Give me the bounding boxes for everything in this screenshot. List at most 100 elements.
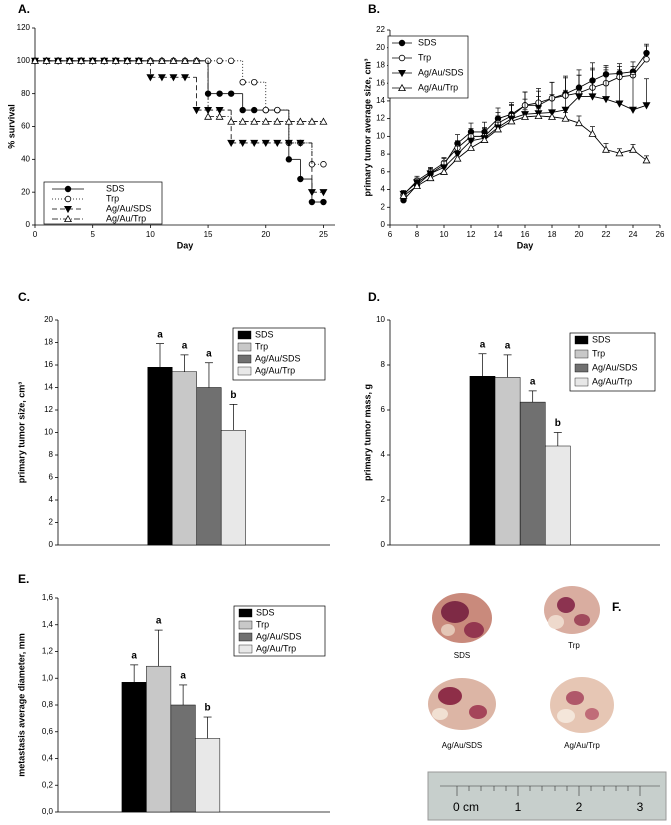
- legend-swatch: [238, 608, 253, 618]
- panel-label: E.: [18, 572, 29, 586]
- y-tick-label: 10: [376, 131, 385, 140]
- y-tick-label: 14: [44, 383, 53, 392]
- y-tick-label: 8: [49, 450, 54, 459]
- marker: [602, 96, 610, 104]
- marker: [575, 118, 583, 127]
- x-tick-label: 10: [146, 230, 155, 239]
- x-tick-label: 22: [602, 230, 611, 239]
- legend-swatch: [574, 377, 589, 387]
- legend-swatch: [238, 632, 253, 642]
- legend-marker: [64, 185, 72, 193]
- legend-marker: [398, 39, 406, 47]
- marker: [251, 78, 258, 86]
- specimen-caption: Ag/Au/SDS: [442, 741, 482, 750]
- marker: [296, 139, 305, 148]
- marker: [251, 106, 258, 114]
- marker: [146, 74, 155, 82]
- marker: [629, 145, 637, 153]
- y-tick-label: 100: [17, 56, 31, 65]
- bar: [494, 377, 521, 546]
- legend-swatch: [238, 620, 253, 630]
- y-tick-label: 14: [376, 96, 385, 105]
- marker: [548, 112, 556, 120]
- ruler-label: 0 cm: [453, 800, 479, 814]
- legend-label: SDS: [592, 334, 611, 344]
- marker: [181, 74, 189, 82]
- specimen: [544, 586, 600, 634]
- marker: [181, 56, 189, 64]
- specimen: [432, 593, 492, 643]
- marker: [238, 117, 247, 125]
- marker: [494, 125, 502, 133]
- legend-label: SDS: [256, 607, 275, 617]
- marker: [642, 156, 651, 164]
- marker: [285, 156, 293, 163]
- marker: [157, 74, 166, 82]
- marker: [297, 175, 304, 183]
- legend-swatch: [237, 342, 252, 352]
- legend-marker: [64, 205, 72, 214]
- y-tick-label: 120: [17, 23, 31, 32]
- specimen: [428, 678, 496, 730]
- bar: [220, 430, 246, 546]
- y-axis-label: primary tumor size, cm³: [16, 382, 26, 484]
- marker: [273, 139, 282, 148]
- y-tick-label: 20: [376, 43, 385, 52]
- marker: [588, 129, 597, 137]
- marker: [296, 117, 305, 125]
- marker: [31, 56, 39, 64]
- marker: [319, 189, 328, 197]
- specimen: [550, 677, 614, 733]
- bar: [195, 738, 221, 813]
- legend-marker: [64, 195, 72, 203]
- marker: [192, 107, 201, 115]
- x-tick-label: 24: [629, 230, 638, 239]
- legend-label: Ag/Au/Trp: [255, 365, 295, 375]
- y-tick-label: 1,4: [42, 620, 54, 629]
- y-tick-label: 10: [376, 315, 385, 324]
- y-tick-label: 0: [49, 540, 54, 549]
- marker: [440, 167, 448, 175]
- y-tick-label: 10: [44, 428, 53, 437]
- significance-label: a: [182, 341, 188, 352]
- bar: [469, 376, 496, 546]
- marker: [215, 112, 224, 120]
- specimen-caption: Trp: [568, 641, 580, 650]
- marker: [575, 93, 583, 101]
- y-axis-label: % survival: [6, 104, 16, 149]
- bar: [170, 704, 196, 813]
- legend-swatch: [237, 330, 252, 340]
- x-axis-label: Day: [177, 240, 194, 250]
- y-tick-label: 18: [376, 61, 385, 70]
- bar: [147, 367, 173, 546]
- series-line: [403, 115, 647, 197]
- significance-label: b: [205, 703, 211, 714]
- y-axis-label: metastasis average diameter, mm: [16, 633, 26, 777]
- specimen-caption: Ag/Au/Trp: [564, 741, 600, 750]
- x-tick-label: 12: [467, 230, 476, 239]
- legend-label: Ag/Au/Trp: [592, 376, 632, 386]
- y-tick-label: 18: [44, 338, 53, 347]
- marker: [521, 112, 529, 120]
- y-tick-label: 0,4: [42, 754, 54, 763]
- marker: [261, 139, 270, 148]
- x-tick-label: 25: [319, 230, 328, 239]
- panel-label: A.: [18, 2, 30, 16]
- marker: [273, 117, 282, 125]
- marker: [399, 191, 408, 199]
- marker: [453, 154, 462, 162]
- legend-label: Ag/Au/Trp: [256, 643, 296, 653]
- legend-label: Ag/Au/SDS: [106, 203, 152, 213]
- marker: [250, 117, 259, 125]
- marker: [216, 90, 223, 97]
- marker: [467, 143, 475, 151]
- legend-swatch: [238, 644, 253, 654]
- marker: [169, 74, 178, 82]
- marker: [239, 106, 246, 114]
- marker: [262, 106, 269, 114]
- significance-label: a: [180, 671, 186, 682]
- y-tick-label: 6: [49, 473, 54, 482]
- y-tick-label: 80: [21, 89, 30, 98]
- y-tick-label: 4: [49, 495, 54, 504]
- bar: [121, 682, 147, 813]
